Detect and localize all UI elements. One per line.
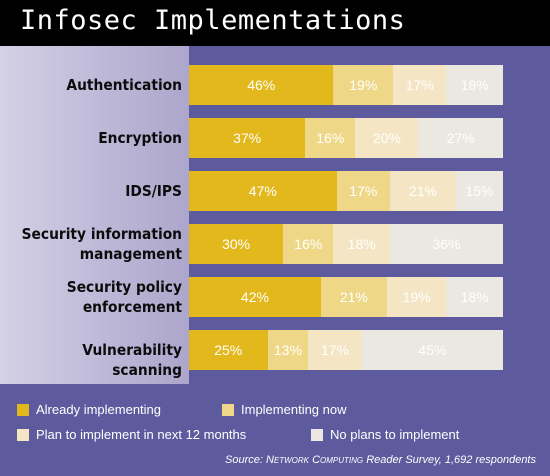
bar-row: 46% 19% 17% 18% [189, 65, 503, 105]
bar-segment: 18% [446, 277, 503, 317]
data-label: 15% [465, 183, 494, 199]
bar-segment: 36% [389, 224, 503, 264]
title-bar: Infosec Implementations [0, 0, 550, 46]
category-label-line: Security policy [66, 278, 182, 296]
data-label: 20% [372, 130, 401, 146]
legend-label: Implementing now [241, 402, 347, 417]
legend-swatch [17, 429, 29, 441]
category-label: IDS/IPS [12, 181, 182, 201]
data-label: 42% [240, 289, 269, 305]
legend-label: Already implementing [36, 402, 162, 417]
bar-row: 47% 17% 21% 15% [189, 171, 503, 211]
data-label: 18% [460, 77, 489, 93]
category-label: Authentication [12, 75, 182, 95]
bar-row: 37% 16% 20% 27% [189, 118, 503, 158]
category-label: Security policy enforcement [12, 277, 182, 317]
bar-row: 25% 13% 17% 45% [189, 330, 503, 370]
legend-swatch [17, 404, 29, 416]
bar-segment: 45% [361, 330, 503, 370]
legend-label: Plan to implement in next 12 months [36, 427, 247, 442]
data-label: 27% [446, 130, 475, 146]
category-label-line: Vulnerability scanning [82, 341, 182, 379]
legend-label: No plans to implement [330, 427, 460, 442]
bar-segment: 21% [389, 171, 456, 211]
bar-segment: 27% [418, 118, 503, 158]
bar-segment: 17% [308, 330, 362, 370]
data-label: 37% [233, 130, 262, 146]
data-label: 13% [273, 342, 302, 358]
data-label: 16% [316, 130, 345, 146]
source-note: Source: Network Computing Reader Survey,… [225, 454, 536, 466]
source-prefix: Source: [225, 454, 266, 466]
data-label: 17% [405, 77, 434, 93]
bar-segment: 30% [189, 224, 284, 264]
bar-segment: 18% [446, 65, 503, 105]
bar-segment: 25% [189, 330, 268, 370]
category-label-line: management [79, 245, 182, 263]
category-label: Encryption [12, 128, 182, 148]
bar-segment: 17% [336, 171, 390, 211]
bar-segment: 17% [393, 65, 447, 105]
source-publication: Network Computing [265, 454, 364, 466]
data-label: 21% [339, 289, 368, 305]
legend-swatch [311, 429, 323, 441]
category-label: Security information management [12, 224, 182, 264]
data-label: 30% [222, 236, 251, 252]
bar-segment: 46% [189, 65, 334, 105]
bar-segment: 20% [355, 118, 419, 158]
bar-segment: 21% [320, 277, 387, 317]
bar-segment: 47% [189, 171, 337, 211]
bar-segment: 15% [455, 171, 503, 211]
bar-row: 42% 21% 19% 18% [189, 277, 503, 317]
category-label-line: enforcement [82, 298, 182, 316]
data-label: 46% [247, 77, 276, 93]
data-label: 18% [347, 236, 376, 252]
data-label: 16% [294, 236, 323, 252]
bar-segment: 19% [333, 65, 394, 105]
data-label: 25% [214, 342, 243, 358]
data-label: 36% [432, 236, 461, 252]
legend-swatch [222, 404, 234, 416]
source-suffix: Reader Survey, 1,692 respondents [363, 454, 536, 466]
bar-segment: 13% [267, 330, 309, 370]
bar-segment: 16% [305, 118, 356, 158]
category-label-line: Encryption [98, 129, 182, 147]
bar-row: 30% 16% 18% 36% [189, 224, 503, 264]
bar-segment: 16% [283, 224, 334, 264]
data-label: 19% [402, 289, 431, 305]
category-label: Vulnerability scanning [12, 340, 182, 380]
bar-segment: 37% [189, 118, 306, 158]
data-label: 19% [349, 77, 378, 93]
data-label: 47% [248, 183, 277, 199]
data-label: 45% [418, 342, 447, 358]
bar-segment: 42% [189, 277, 321, 317]
data-label: 17% [349, 183, 378, 199]
chart-title: Infosec Implementations [20, 5, 406, 36]
category-label-line: IDS/IPS [125, 182, 182, 200]
bar-segment: 18% [333, 224, 390, 264]
data-label: 17% [320, 342, 350, 358]
category-label-line: Security information [21, 225, 182, 243]
category-label-panel [0, 46, 189, 384]
bar-segment: 19% [386, 277, 447, 317]
data-label: 21% [408, 183, 437, 199]
category-label-line: Authentication [66, 76, 182, 94]
data-label: 18% [460, 289, 489, 305]
